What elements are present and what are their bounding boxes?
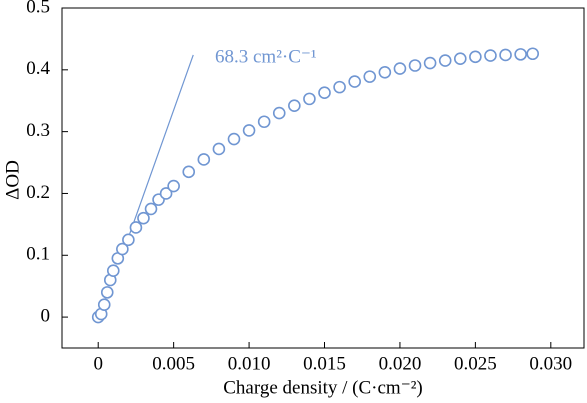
data-point: [318, 86, 331, 99]
data-point: [438, 54, 452, 67]
data-point: [499, 48, 512, 62]
data-point: [137, 211, 150, 225]
y-tick-label: 0.2: [26, 182, 50, 203]
data-point: [242, 124, 256, 137]
data-point: [129, 221, 143, 234]
x-tick-label: 0.005: [152, 353, 195, 374]
data-point: [393, 62, 407, 75]
data-point: [106, 264, 120, 278]
y-tick-label: 0.3: [26, 120, 50, 141]
data-point: [144, 202, 158, 216]
data-point: [378, 65, 392, 79]
data-point: [484, 49, 497, 62]
x-axis-title: Charge density / (C·cm⁻²): [223, 377, 423, 398]
data-point: [272, 106, 286, 120]
x-tick-label: 0.030: [529, 353, 572, 374]
data-point: [363, 70, 377, 83]
data-point: [122, 233, 135, 247]
x-tick-label: 0.010: [228, 353, 271, 374]
data-point: [469, 50, 482, 64]
data-point: [257, 115, 271, 129]
data-point: [182, 165, 196, 179]
data-point: [453, 52, 467, 65]
x-tick-label: 0: [93, 353, 103, 374]
data-point: [408, 59, 422, 72]
data-point: [159, 187, 173, 200]
fit-line: [124, 54, 194, 247]
annotation: 68.3 cm²·C⁻¹: [215, 46, 317, 67]
y-tick-label: 0.1: [26, 244, 50, 265]
y-tick-label: 0.4: [26, 58, 50, 79]
x-tick-label: 0.020: [379, 353, 422, 374]
data-point: [212, 142, 226, 156]
data-point: [333, 80, 346, 94]
data-point: [227, 132, 241, 146]
y-tick-label: 0: [41, 305, 51, 326]
y-axis-title: ΔOD: [2, 160, 23, 200]
data-point: [526, 47, 540, 61]
data-point: [423, 56, 437, 70]
y-tick-label: 0.5: [26, 0, 50, 17]
data-point: [116, 242, 129, 256]
data-point: [97, 298, 111, 312]
data-point: [348, 75, 361, 88]
data-point: [167, 179, 180, 193]
data-point: [303, 92, 316, 106]
data-point: [288, 99, 301, 112]
plot-frame: [61, 7, 585, 349]
x-tick-label: 0.015: [303, 353, 346, 374]
data-point: [514, 48, 527, 61]
data-point: [197, 153, 211, 166]
data-point: [100, 286, 114, 299]
x-tick-label: 0.025: [454, 353, 497, 374]
